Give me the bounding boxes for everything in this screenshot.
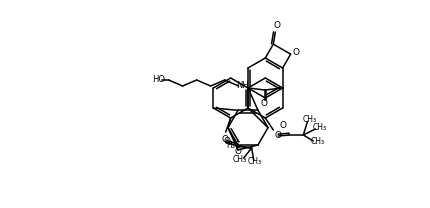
Text: CH₃: CH₃	[312, 124, 326, 132]
Text: O: O	[234, 147, 242, 156]
Text: H₃C: H₃C	[227, 140, 241, 150]
Text: CH₃: CH₃	[302, 115, 316, 125]
Text: O: O	[292, 48, 299, 57]
Text: O: O	[280, 120, 287, 130]
Text: HO: HO	[152, 76, 165, 84]
Text: O: O	[223, 136, 230, 146]
Text: O: O	[221, 135, 228, 144]
Text: O: O	[260, 99, 267, 108]
Text: CH₃: CH₃	[310, 137, 324, 146]
Text: NH: NH	[236, 80, 249, 89]
Text: O: O	[275, 130, 282, 140]
Text: CH₃: CH₃	[248, 157, 262, 166]
Text: CH₃: CH₃	[233, 156, 247, 165]
Text: O: O	[274, 21, 281, 30]
